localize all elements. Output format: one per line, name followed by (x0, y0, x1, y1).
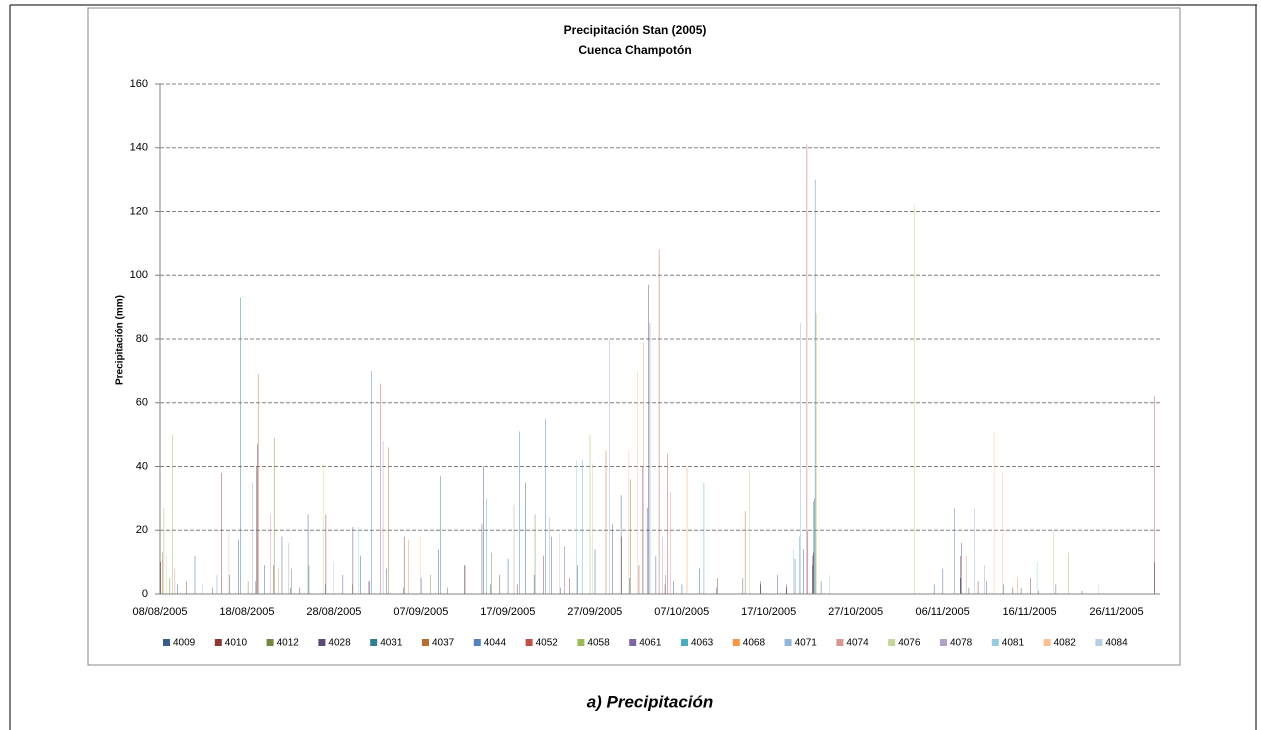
y-tick-label: 20 (136, 524, 148, 536)
legend-swatch (681, 639, 688, 646)
chart-title: Precipitación Stan (2005) (564, 23, 707, 37)
legend-swatch (1043, 639, 1051, 646)
y-tick-label: 140 (130, 142, 148, 154)
y-tick-label: 120 (130, 205, 148, 217)
y-tick-label: 100 (130, 269, 148, 281)
legend-swatch (836, 639, 844, 646)
legend-swatch (629, 639, 637, 646)
y-tick-label: 0 (142, 588, 148, 600)
legend-swatch (1095, 639, 1103, 646)
x-tick-label: 07/10/2005 (654, 606, 709, 618)
x-tick-label: 18/08/2005 (219, 606, 274, 618)
legend-swatch (266, 639, 274, 646)
legend-swatch (732, 639, 740, 646)
legend-label: 4061 (639, 638, 662, 649)
caption: a) Precipitación (587, 692, 714, 711)
legend-swatch (888, 639, 896, 646)
legend-swatch (214, 639, 222, 646)
x-tick-label: 28/08/2005 (306, 606, 361, 618)
legend-label: 4081 (1002, 638, 1025, 649)
legend-swatch (473, 639, 481, 646)
y-axis-label: Precipitación (mm) (115, 295, 126, 385)
legend-swatch (163, 639, 170, 646)
legend-swatch (318, 639, 326, 646)
legend-label: 4082 (1054, 638, 1077, 649)
legend-label: 4068 (743, 638, 766, 649)
legend-label: 4058 (587, 638, 610, 649)
legend-swatch (940, 639, 947, 646)
y-tick-label: 60 (136, 397, 148, 409)
legend-swatch (577, 639, 585, 646)
y-tick-label: 40 (136, 460, 148, 472)
legend-label: 4031 (380, 638, 403, 649)
legend-label: 4010 (225, 638, 248, 649)
chart-frame (87, 7, 1181, 666)
x-tick-label: 16/11/2005 (1002, 606, 1056, 618)
x-tick-label: 26/11/2005 (1089, 606, 1143, 618)
legend-swatch (370, 639, 378, 646)
x-tick-label: 27/10/2005 (828, 606, 883, 618)
y-tick-label: 160 (130, 78, 148, 90)
legend-swatch (991, 639, 999, 646)
legend-label: 4028 (328, 638, 351, 649)
legend-label: 4084 (1105, 638, 1128, 649)
legend-label: 4063 (691, 638, 714, 649)
y-tick-label: 80 (136, 333, 148, 345)
legend-swatch (422, 639, 429, 646)
legend-label: 4012 (277, 638, 300, 649)
x-tick-label: 17/10/2005 (741, 606, 796, 618)
legend-label: 4052 (536, 638, 559, 649)
x-tick-label: 08/08/2005 (132, 606, 187, 618)
legend-label: 4074 (846, 638, 869, 649)
legend-label: 4078 (950, 638, 973, 649)
legend-label: 4071 (795, 638, 818, 649)
legend-label: 4076 (898, 638, 921, 649)
legend-label: 4009 (173, 638, 196, 649)
x-tick-label: 17/09/2005 (480, 606, 535, 618)
legend-swatch (525, 639, 533, 646)
legend-label: 4037 (432, 638, 455, 649)
legend-label: 4044 (484, 638, 507, 649)
x-tick-label: 06/11/2005 (915, 606, 969, 618)
legend-swatch (784, 639, 792, 646)
x-tick-label: 27/09/2005 (567, 606, 622, 618)
chart-subtitle: Cuenca Champotón (578, 43, 691, 57)
x-tick-label: 07/09/2005 (393, 606, 448, 618)
